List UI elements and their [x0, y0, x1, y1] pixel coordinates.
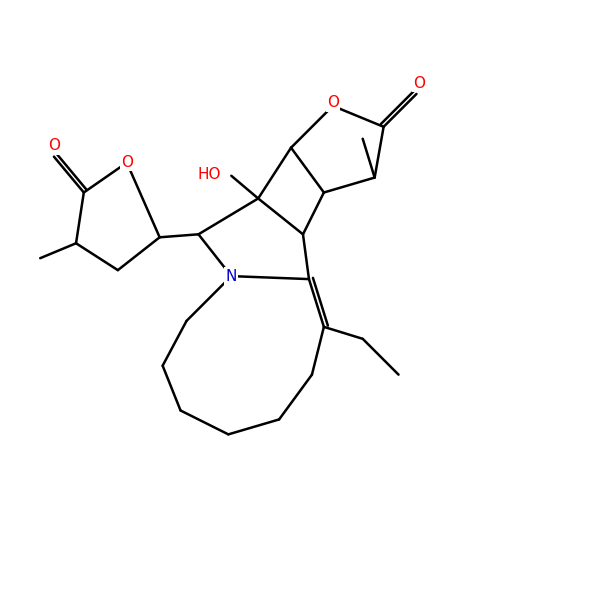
Text: HO: HO: [197, 167, 221, 182]
Text: O: O: [121, 155, 133, 170]
Text: O: O: [327, 95, 339, 110]
Text: O: O: [413, 76, 425, 91]
Text: O: O: [48, 139, 60, 154]
Text: N: N: [226, 269, 237, 284]
